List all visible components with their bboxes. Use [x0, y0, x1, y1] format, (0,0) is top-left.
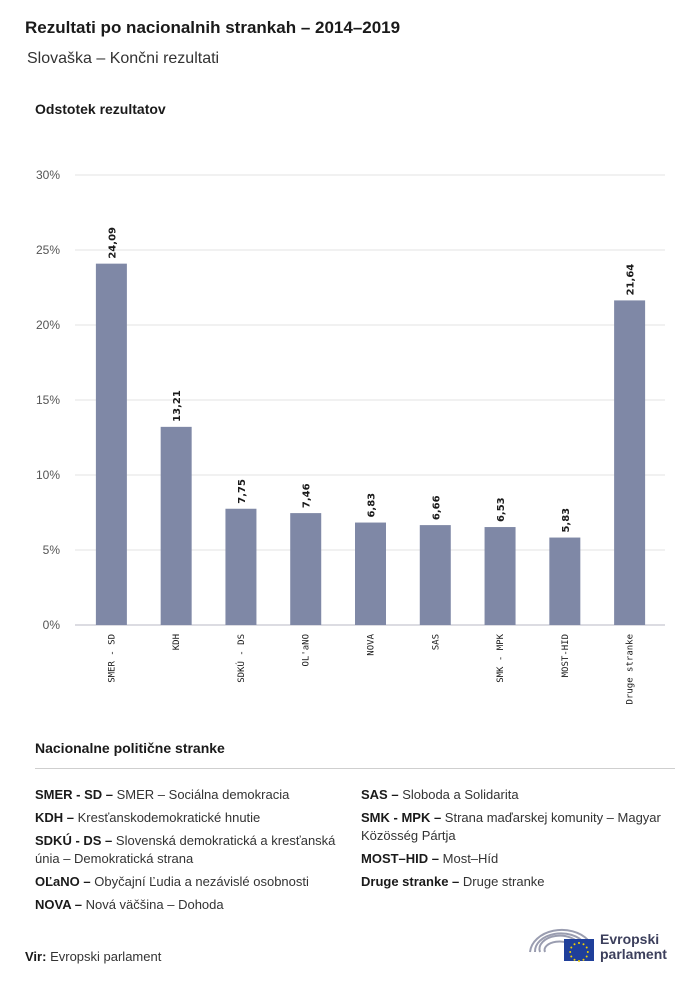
bar-value-label: 7,46 — [302, 483, 313, 508]
x-tick-label: KDH — [172, 634, 182, 650]
legend-column-right: SAS – Sloboda a Solidarita SMK - MPK – S… — [361, 786, 681, 896]
chart-title: Rezultati po nacionalnih strankah – 2014… — [25, 18, 401, 37]
x-tick-label: OL'aNO — [302, 634, 312, 667]
legend-desc: Sloboda a Solidarita — [402, 787, 519, 802]
legend-abbr: SAS – — [361, 787, 399, 802]
logo-line-1: Evropski — [600, 931, 660, 947]
legend-abbr: OĽaNO – — [35, 874, 91, 889]
bar — [614, 300, 646, 625]
legend-item: SMK - MPK – Strana maďarskej komunity – … — [361, 809, 681, 845]
legend-item: OĽaNO – Obyčajní Ľudia a nezávislé osobn… — [35, 873, 355, 891]
legend-item: NOVA – Nová väčšina – Dohoda — [35, 896, 355, 914]
bar — [160, 426, 192, 625]
bar — [549, 537, 581, 625]
bar — [355, 522, 386, 625]
legend-item: SAS – Sloboda a Solidarita — [361, 786, 681, 804]
bar — [95, 263, 127, 625]
legend-desc: Kresťanskodemokratické hnutie — [77, 810, 261, 825]
legend-desc: Strana maďarskej komunity – Magyar Közös… — [361, 810, 661, 843]
legend-abbr: SMK - MPK – — [361, 810, 442, 825]
legend-item: KDH – Kresťanskodemokratické hnutie — [35, 809, 355, 827]
y-tick-label: 5% — [43, 543, 61, 557]
legend-desc: SMER – Sociálna demokracia — [116, 787, 290, 802]
logo-line-2: parlament — [600, 946, 667, 962]
y-tick-label: 0% — [43, 618, 61, 632]
source-note: Vir: Evropski parlament — [25, 949, 161, 964]
bar-value-label: 6,53 — [496, 497, 507, 522]
legend-abbr: NOVA – — [35, 897, 82, 912]
x-tick-label: SDKÚ - DS — [235, 634, 247, 683]
legend-abbr: MOST–HID – — [361, 851, 440, 866]
bar — [225, 508, 257, 625]
european-parliament-logo: Evropski parlament — [528, 924, 678, 968]
y-tick-label: 25% — [36, 243, 60, 257]
legend-item: SMER - SD – SMER – Sociálna demokracia — [35, 786, 355, 804]
source-text: Evropski parlament — [50, 949, 162, 964]
bar — [290, 513, 322, 625]
legend-item: Druge stranke – Druge stranke — [361, 873, 681, 891]
legend-desc: Druge stranke — [462, 874, 545, 889]
legend-abbr: SDKÚ - DS – — [35, 833, 113, 848]
bar-value-label: 5,83 — [561, 508, 572, 533]
hemicycle-flag-icon — [529, 928, 594, 962]
y-tick-label: 10% — [36, 468, 60, 482]
legend-abbr: KDH – — [35, 810, 75, 825]
x-tick-label: NOVA — [367, 633, 377, 655]
legend-desc: Nová väčšina – Dohoda — [85, 897, 224, 912]
bar-value-label: 6,66 — [431, 495, 442, 520]
legend-item: MOST–HID – Most–Híd — [361, 850, 681, 868]
x-tick-label: SMK - MPK — [496, 633, 506, 682]
legend-desc: Slovenská demokratická a kresťanská únia… — [35, 833, 336, 866]
y-tick-label: 15% — [36, 393, 60, 407]
x-tick-label: SAS — [431, 634, 441, 650]
bar-value-label: 7,75 — [237, 479, 248, 504]
bar — [484, 527, 516, 625]
legend-abbr: SMER - SD – — [35, 787, 114, 802]
legend-abbr: Druge stranke – — [361, 874, 460, 889]
x-tick-label: Druge stranke — [626, 634, 636, 704]
y-tick-label: 30% — [36, 168, 60, 182]
bar-value-label: 13,21 — [172, 390, 183, 422]
legend-divider — [35, 768, 675, 769]
bar — [419, 525, 451, 625]
x-tick-label: MOST-HID — [561, 634, 571, 677]
legend-desc: Most–Híd — [442, 851, 499, 866]
bar-value-label: 21,64 — [626, 264, 637, 296]
legend-desc: Obyčajní Ľudia a nezávislé osobnosti — [94, 874, 309, 889]
bar-chart: 0% 5% 10% 15% 20% 25% 30% 24,09 SMER - SD 13,21 KD… — [36, 168, 665, 704]
legend-item: SDKÚ - DS – Slovenská demokratická a kre… — [35, 832, 355, 868]
y-axis-label: Odstotek rezultatov — [35, 101, 166, 117]
bar-value-label: 6,83 — [367, 493, 378, 518]
logo-text: Evropski parlament — [600, 932, 667, 962]
y-tick-label: 20% — [36, 318, 60, 332]
legend-column-left: SMER - SD – SMER – Sociálna demokracia K… — [35, 786, 355, 919]
legend-title: Nacionalne politične stranke — [35, 740, 225, 756]
source-label: Vir: — [25, 949, 47, 964]
chart-subtitle: Slovaška – Končni rezultati — [27, 50, 220, 67]
bar-value-label: 24,09 — [107, 227, 118, 259]
x-tick-label: SMER - SD — [107, 634, 117, 683]
